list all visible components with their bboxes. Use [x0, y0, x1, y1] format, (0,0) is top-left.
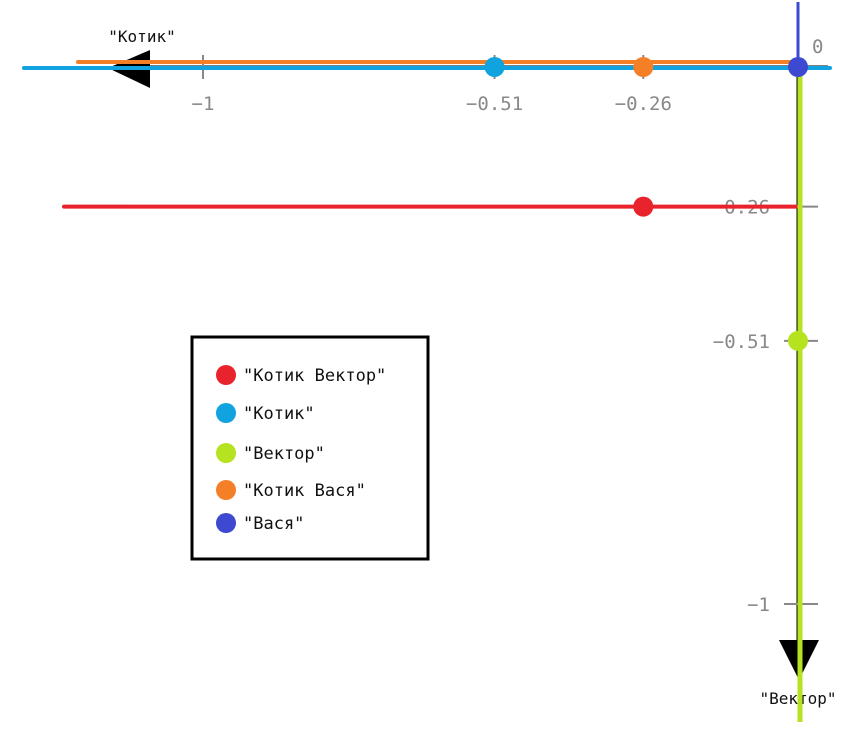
y-tick-label: −1: [747, 594, 770, 616]
x-tick-label: −1: [192, 93, 215, 115]
legend-swatch: [216, 443, 236, 463]
data-point: [788, 330, 808, 351]
legend-label: "Котик": [243, 404, 315, 424]
legend-label: "Котик Вася": [243, 481, 366, 501]
legend-swatch: [216, 365, 236, 385]
y-tick-label: −0.51: [713, 331, 770, 353]
data-point: [633, 196, 654, 217]
legend-swatch: [216, 480, 236, 500]
legend-label: "Вектор": [243, 444, 325, 464]
legend-swatch: [216, 513, 236, 533]
x-tick-label: −0.26: [615, 93, 672, 115]
origin-label: 0: [812, 36, 823, 58]
data-point: [633, 57, 654, 77]
data-point: [484, 57, 505, 77]
legend-label: "Вася": [243, 514, 304, 534]
data-point: [788, 57, 808, 77]
x-tick-label: −0.51: [466, 93, 523, 115]
legend-label: "Котик Вектор": [243, 366, 386, 386]
legend-swatch: [216, 403, 236, 423]
x-axis-name: "Котик": [108, 27, 175, 46]
